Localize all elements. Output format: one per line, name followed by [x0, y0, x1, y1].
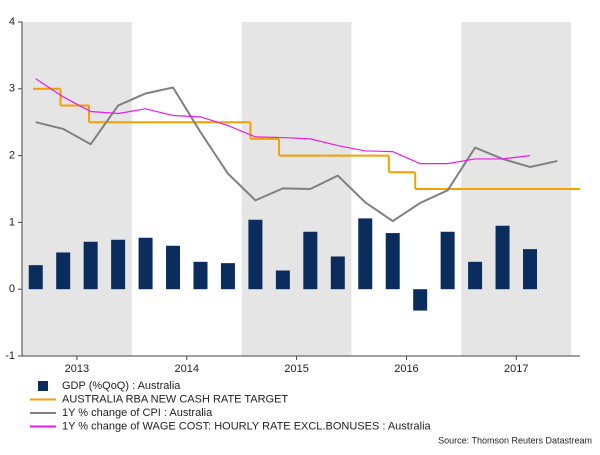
y-tick-label: 4 [9, 16, 15, 28]
bar [385, 233, 400, 290]
bar [440, 231, 455, 290]
y-tick-label: -1 [5, 350, 15, 362]
bar [303, 231, 318, 290]
bar [523, 249, 538, 290]
legend-label: 1Y % change of CPI : Australia [62, 407, 213, 419]
legend-label: AUSTRALIA RBA NEW CASH RATE TARGET [62, 393, 288, 405]
y-tick-label: 1 [9, 216, 15, 228]
bar [83, 241, 98, 290]
bar [495, 225, 510, 290]
bar [413, 289, 428, 311]
y-tick-label: 0 [9, 283, 15, 295]
line [35, 78, 531, 165]
bar [111, 239, 126, 290]
y-tick-label: 2 [9, 150, 15, 162]
bar [468, 261, 483, 290]
bar [193, 261, 208, 290]
legend-swatch [38, 381, 48, 391]
bar [56, 252, 71, 290]
bar [330, 256, 345, 290]
line [35, 86, 558, 223]
x-tick-label: 2013 [65, 363, 89, 375]
bar [358, 218, 373, 290]
y-tick-label: 3 [9, 83, 15, 95]
legend-label: 1Y % change of WAGE COST: HOURLY RATE EX… [62, 420, 432, 432]
x-tick-label: 2016 [394, 363, 418, 375]
bar [275, 270, 290, 290]
bar [248, 219, 263, 290]
x-tick-label: 2015 [284, 363, 308, 375]
bar [220, 263, 235, 290]
legend-label: GDP (%QoQ) : Australia [62, 380, 181, 392]
bar [138, 237, 153, 290]
year-band [22, 22, 132, 356]
bar [166, 245, 181, 290]
source: Source: Thomson Reuters Datastream [438, 435, 592, 445]
x-tick-label: 2014 [175, 363, 199, 375]
x-tick-label: 2017 [504, 363, 528, 375]
bar [28, 265, 43, 290]
